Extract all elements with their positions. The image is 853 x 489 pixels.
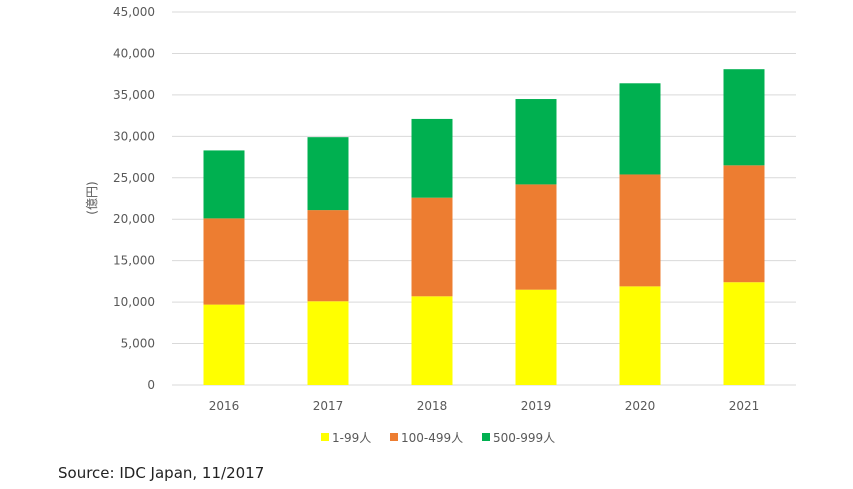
- y-tick-label: 5,000: [121, 337, 155, 351]
- y-tick-label: 20,000: [113, 212, 155, 226]
- legend-swatch: [321, 433, 329, 441]
- y-tick-label: 45,000: [113, 5, 155, 19]
- y-tick-label: 25,000: [113, 171, 155, 185]
- bar-segment-2: [619, 174, 661, 287]
- legend-label: 100-499人: [401, 431, 463, 445]
- legend-label: 500-999人: [493, 431, 555, 445]
- y-axis-ticks: 0 5,000 10,000 15,000 20,000 25,000 30,000 35,0…: [113, 5, 155, 392]
- bar-segment-2: [723, 165, 765, 283]
- y-tick-label: 0: [147, 378, 155, 392]
- legend-swatch: [390, 433, 398, 441]
- gridlines: [172, 11, 796, 386]
- bar-segment-1: [307, 301, 349, 385]
- x-tick-label: 2020: [625, 399, 656, 413]
- x-tick-label: 2016: [209, 399, 240, 413]
- bar-segment-3: [307, 137, 349, 211]
- bar-segment-3: [515, 99, 557, 185]
- x-tick-label: 2021: [729, 399, 760, 413]
- bar-segment-1: [411, 296, 453, 385]
- legend-label: 1-99人: [332, 431, 371, 445]
- bar-segment-3: [203, 150, 245, 219]
- stacked-bar-chart: 0 5,000 10,000 15,000 20,000 25,000 30,000 35,0…: [85, 5, 796, 445]
- bars: [203, 69, 765, 385]
- x-axis-ticks: 2016 2017 2018 2019 2020 2021: [209, 399, 760, 413]
- bar-segment-3: [411, 118, 453, 198]
- y-tick-label: 15,000: [113, 254, 155, 268]
- bar-segment-3: [619, 83, 661, 175]
- bar-segment-1: [515, 289, 557, 385]
- y-tick-label: 30,000: [113, 129, 155, 143]
- x-tick-label: 2017: [313, 399, 344, 413]
- bar-segment-2: [203, 218, 245, 305]
- x-tick-label: 2018: [417, 399, 448, 413]
- bar-segment-2: [307, 210, 349, 302]
- legend: 1-99人 100-499人 500-999人: [321, 431, 555, 445]
- source-note: Source: IDC Japan, 11/2017: [58, 464, 265, 482]
- y-tick-label: 35,000: [113, 88, 155, 102]
- bar-segment-1: [619, 286, 661, 385]
- x-tick-label: 2019: [521, 399, 552, 413]
- legend-swatch: [482, 433, 490, 441]
- y-tick-label: 40,000: [113, 46, 155, 60]
- bar-segment-3: [723, 69, 765, 166]
- y-axis-label: (億円): [85, 181, 99, 214]
- bar-segment-1: [723, 282, 765, 385]
- bar-segment-1: [203, 304, 245, 385]
- y-tick-label: 10,000: [113, 295, 155, 309]
- bar-segment-2: [411, 197, 453, 297]
- bar-segment-2: [515, 184, 557, 290]
